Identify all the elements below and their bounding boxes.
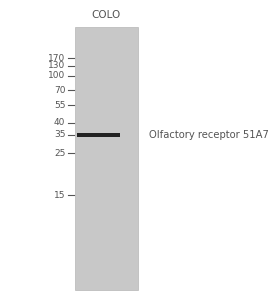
Text: COLO: COLO: [92, 10, 121, 20]
Text: 70: 70: [54, 85, 65, 94]
Text: 15: 15: [54, 191, 65, 200]
Text: 100: 100: [48, 71, 65, 80]
Text: 55: 55: [54, 100, 65, 109]
Text: 35: 35: [54, 130, 65, 139]
Bar: [75, 27, 139, 290]
Text: 130: 130: [48, 61, 65, 70]
Text: Olfactory receptor 51A7: Olfactory receptor 51A7: [148, 130, 269, 140]
Text: 25: 25: [54, 149, 65, 158]
Bar: [77, 133, 120, 137]
Text: 40: 40: [54, 118, 65, 127]
Text: 170: 170: [48, 53, 65, 62]
